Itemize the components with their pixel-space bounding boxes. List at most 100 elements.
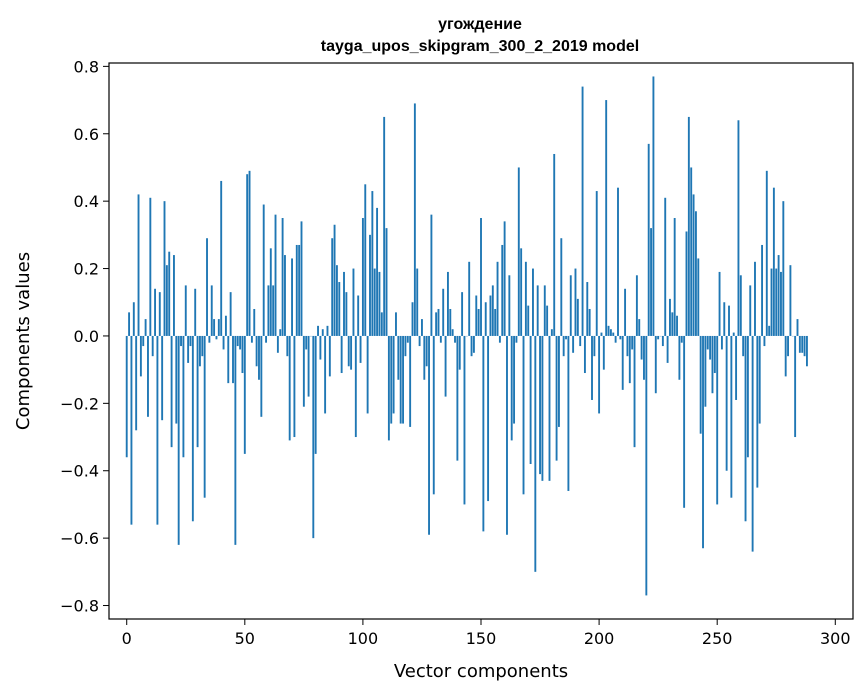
bar [496, 261, 499, 336]
bar [284, 255, 286, 336]
bar [583, 335, 586, 374]
bar [654, 335, 657, 394]
bar [692, 194, 695, 336]
bar [418, 335, 421, 347]
bar [588, 308, 591, 336]
bar [260, 335, 263, 417]
bar [720, 335, 723, 350]
bar [340, 335, 343, 374]
y-tick-label: −0.6 [60, 529, 99, 548]
bar [761, 244, 764, 336]
bar [550, 329, 553, 336]
bar [508, 275, 511, 336]
bar [173, 255, 175, 336]
bar [151, 335, 154, 357]
bar [628, 335, 631, 384]
bar [168, 251, 171, 336]
bar [673, 218, 676, 336]
bar [491, 285, 494, 336]
bar [331, 238, 334, 336]
bar [784, 335, 787, 377]
y-axis-label: Components values [13, 252, 34, 430]
bar [468, 261, 471, 336]
bar [643, 335, 645, 380]
bar [383, 116, 386, 336]
bar [364, 184, 367, 336]
bar [163, 201, 166, 336]
bar [267, 285, 270, 336]
bar [463, 335, 466, 505]
bar [650, 228, 652, 336]
bar [147, 335, 149, 417]
bar [276, 335, 279, 353]
bar [605, 100, 608, 336]
y-tick-label: −0.4 [60, 462, 99, 481]
bar [631, 335, 634, 350]
bar [746, 335, 749, 458]
bar [317, 325, 319, 336]
bar [638, 319, 641, 336]
bar [144, 319, 147, 336]
bar [602, 335, 605, 370]
bar [758, 335, 761, 424]
bar [399, 335, 402, 424]
bar [425, 335, 428, 367]
bar [534, 335, 537, 572]
bar [704, 335, 707, 407]
bar [333, 224, 336, 336]
bar [567, 335, 570, 491]
ticks-group: 0 50 100 150 200 250 300 −0.8 −0.6 −0.4 −0.2 0.0 0.2… [60, 57, 850, 648]
bar [480, 218, 482, 336]
bar [798, 335, 801, 353]
bar [806, 335, 808, 367]
bar [395, 312, 397, 336]
bar [697, 258, 700, 336]
bar [428, 335, 430, 535]
bar [780, 271, 782, 336]
bar [293, 335, 296, 438]
bar [206, 238, 208, 336]
bar [503, 221, 506, 336]
bar [609, 329, 612, 336]
bar [501, 244, 504, 336]
bar [702, 335, 704, 549]
bar [198, 335, 201, 367]
y-tick-label: 0.0 [74, 327, 99, 346]
bar [652, 76, 655, 336]
bar [742, 335, 745, 357]
bar [770, 268, 773, 336]
bar [520, 248, 523, 336]
bar [543, 285, 546, 336]
bar [456, 335, 459, 461]
y-tick-label: 0.4 [74, 192, 99, 211]
bar [130, 335, 133, 525]
bar [239, 335, 242, 350]
bar [683, 335, 686, 508]
bar [572, 335, 575, 353]
bar [359, 335, 362, 363]
bar [787, 335, 789, 357]
bar [371, 191, 374, 336]
bar [515, 335, 518, 343]
bar [380, 312, 383, 336]
bar [378, 271, 381, 336]
bar [189, 335, 192, 347]
chart-subtitle: tayga_upos_skipgram_300_2_2019 model [321, 38, 639, 55]
bar [669, 298, 671, 336]
bar [307, 335, 310, 397]
bar [470, 335, 473, 357]
bar [300, 221, 303, 336]
bar [621, 335, 624, 390]
bar [671, 312, 674, 336]
bar [347, 335, 350, 367]
bar [732, 332, 735, 336]
bar [574, 268, 577, 336]
bar [586, 282, 589, 336]
x-tick-label: 100 [348, 629, 379, 648]
bar [135, 335, 138, 431]
bar [560, 238, 563, 336]
bar [794, 335, 797, 438]
x-tick-label: 200 [584, 629, 615, 648]
bar [706, 335, 709, 350]
y-tick-label: −0.8 [60, 597, 99, 616]
